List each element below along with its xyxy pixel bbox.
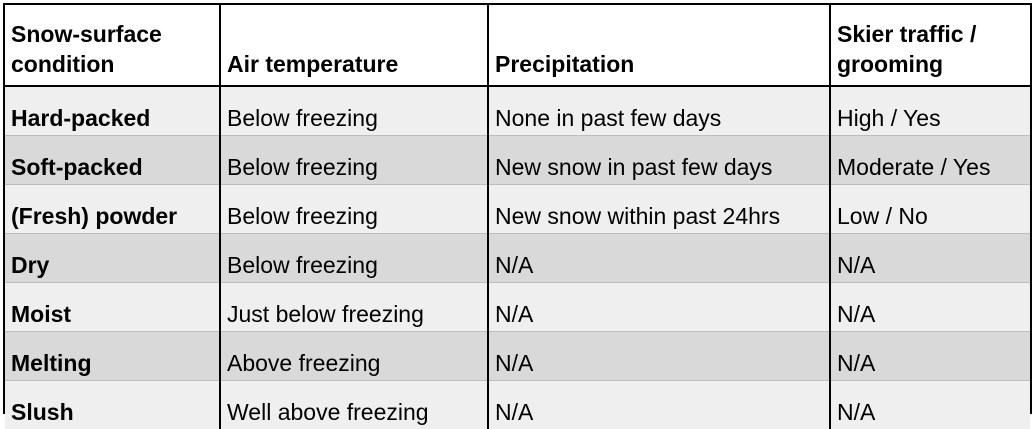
condition-cell: Melting xyxy=(5,332,220,381)
precipitation-cell: None in past few days xyxy=(488,86,830,136)
condition-cell: Slush xyxy=(5,381,220,429)
precipitation-cell: N/A xyxy=(488,381,830,429)
condition-cell: (Fresh) powder xyxy=(5,185,220,234)
air-temperature-cell: Just below freezing xyxy=(220,283,488,332)
air-temperature-cell: Below freezing xyxy=(220,234,488,283)
skier-traffic-cell: Low / No xyxy=(830,185,1030,234)
condition-cell: Dry xyxy=(5,234,220,283)
skier-traffic-cell: N/A xyxy=(830,332,1030,381)
precipitation-cell: New snow within past 24hrs xyxy=(488,185,830,234)
skier-traffic-cell: Moderate / Yes xyxy=(830,136,1030,185)
precipitation-cell: New snow in past few days xyxy=(488,136,830,185)
header-snow-surface-condition: Snow-surface condition xyxy=(5,5,220,86)
table-row: Melting Above freezing N/A N/A xyxy=(5,332,1030,381)
table-row: Soft-packed Below freezing New snow in p… xyxy=(5,136,1030,185)
air-temperature-cell: Below freezing xyxy=(220,185,488,234)
air-temperature-cell: Above freezing xyxy=(220,332,488,381)
skier-traffic-cell: N/A xyxy=(830,283,1030,332)
skier-traffic-cell: High / Yes xyxy=(830,86,1030,136)
table-row: Hard-packed Below freezing None in past … xyxy=(5,86,1030,136)
condition-cell: Hard-packed xyxy=(5,86,220,136)
snow-conditions-table: Snow-surface condition Air temperature P… xyxy=(5,5,1030,429)
skier-traffic-cell: N/A xyxy=(830,381,1030,429)
snow-conditions-table-container: Snow-surface condition Air temperature P… xyxy=(3,3,1032,414)
header-skier-traffic-grooming: Skier traffic / grooming xyxy=(830,5,1030,86)
header-precipitation: Precipitation xyxy=(488,5,830,86)
skier-traffic-cell: N/A xyxy=(830,234,1030,283)
header-row: Snow-surface condition Air temperature P… xyxy=(5,5,1030,86)
header-air-temperature: Air temperature xyxy=(220,5,488,86)
table-row: Dry Below freezing N/A N/A xyxy=(5,234,1030,283)
table-row: Slush Well above freezing N/A N/A xyxy=(5,381,1030,429)
precipitation-cell: N/A xyxy=(488,234,830,283)
air-temperature-cell: Well above freezing xyxy=(220,381,488,429)
precipitation-cell: N/A xyxy=(488,332,830,381)
air-temperature-cell: Below freezing xyxy=(220,86,488,136)
air-temperature-cell: Below freezing xyxy=(220,136,488,185)
condition-cell: Soft-packed xyxy=(5,136,220,185)
precipitation-cell: N/A xyxy=(488,283,830,332)
table-row: Moist Just below freezing N/A N/A xyxy=(5,283,1030,332)
table-row: (Fresh) powder Below freezing New snow w… xyxy=(5,185,1030,234)
condition-cell: Moist xyxy=(5,283,220,332)
